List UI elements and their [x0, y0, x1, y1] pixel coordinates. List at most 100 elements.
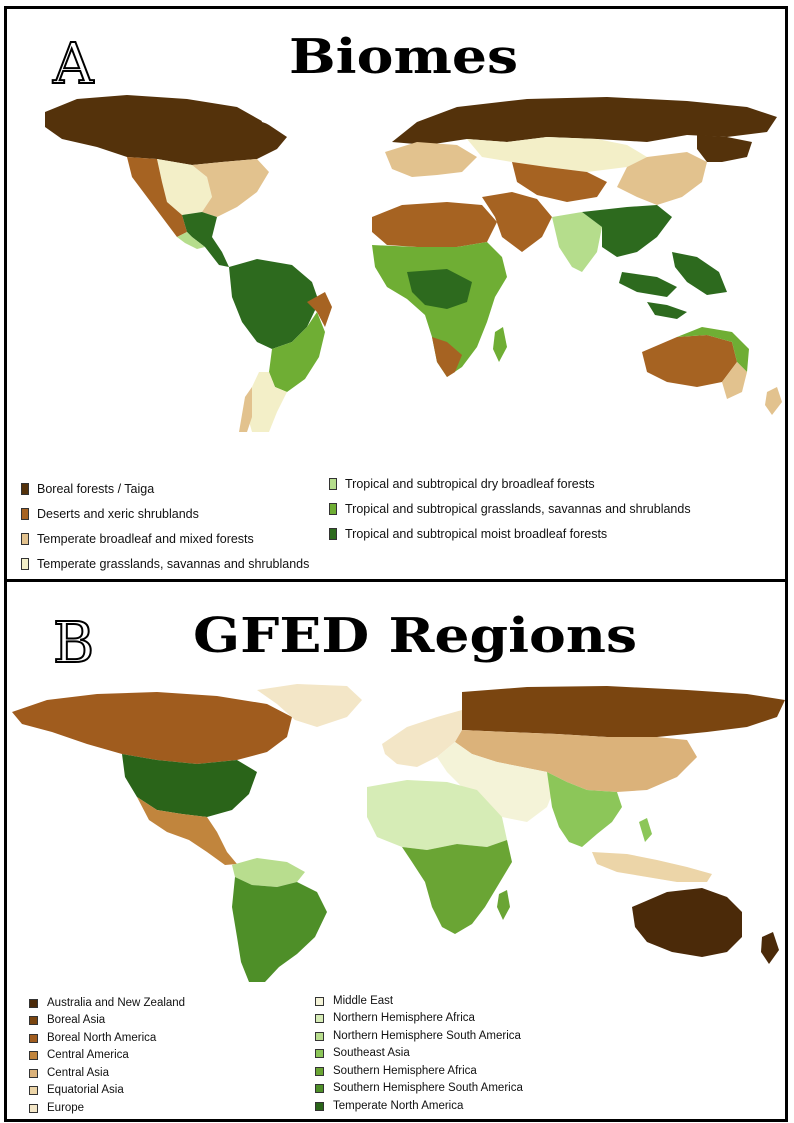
central-america-dry	[177, 232, 205, 249]
africa-moist-forest	[407, 269, 472, 309]
legend-swatch	[315, 996, 324, 1006]
region-nh-south-america	[232, 858, 305, 887]
legend-item-temperate-broadleaf: Temperate broadleaf and mixed forests	[21, 532, 254, 546]
south-america-desert	[307, 292, 332, 327]
legend-label: Australia and New Zealand	[47, 997, 186, 1009]
region-southeast-asia-philippines	[639, 818, 652, 842]
legend-item-central-america: Central America	[29, 1049, 129, 1061]
legend-label: Tropical and subtropical grasslands, sav…	[345, 502, 691, 516]
se-asia-islands-2	[672, 252, 727, 295]
legend-label: Middle East	[333, 995, 394, 1007]
se-asia-islands-3	[647, 302, 687, 319]
legend-label: Southern Hemisphere Africa	[333, 1065, 477, 1077]
north-america-temperate-grassland	[157, 159, 212, 215]
legend-label: Tropical and subtropical dry broadleaf f…	[345, 477, 595, 491]
region-sh-africa	[402, 840, 512, 934]
madagascar	[493, 327, 507, 362]
legend-item-tropical-dry: Tropical and subtropical dry broadleaf f…	[329, 477, 595, 491]
legend-swatch	[21, 483, 29, 495]
legend-swatch	[29, 1085, 38, 1095]
india-dry-forest	[552, 212, 602, 272]
region-sh-africa-madagascar	[497, 890, 510, 920]
north-america-boreal	[45, 95, 287, 165]
panel-biomes: A Biomes	[4, 6, 788, 582]
north-america-temperate-forest	[192, 159, 269, 217]
legend-item-southeast-asia: Southeast Asia	[315, 1047, 410, 1059]
south-america-temperate-forest	[239, 387, 252, 432]
legend-swatch	[329, 528, 337, 540]
south-america-savanna	[269, 312, 325, 392]
legend-swatch	[21, 558, 29, 570]
legend-swatch	[315, 1101, 324, 1111]
legend-item-middle-east: Middle East	[315, 995, 393, 1007]
panel-title-gfed-regions: GFED Regions	[193, 608, 638, 664]
biomes-world-map	[45, 95, 782, 432]
legend-label: Europe	[47, 1102, 85, 1114]
legend-swatch	[29, 998, 38, 1008]
east-asia-boreal	[697, 135, 752, 162]
north-america-desert	[127, 157, 187, 237]
central-america-forest	[182, 212, 229, 267]
legend-item-temperate-north-america: Temperate North America	[315, 1100, 463, 1112]
india-moist	[582, 205, 672, 257]
legend-label: Southern Hemisphere South America	[333, 1082, 523, 1094]
legend-label: Tropical and subtropical moist broadleaf…	[345, 527, 608, 541]
south-america-moist-forest	[229, 259, 319, 349]
asia-desert	[512, 162, 607, 202]
legend-item-nh-south-america: Northern Hemisphere South America	[315, 1030, 521, 1042]
panel-title-biomes: Biomes	[289, 29, 519, 85]
legend-label: Boreal forests / Taiga	[37, 482, 155, 496]
legend-swatch	[21, 508, 29, 520]
legend-item-central-asia: Central Asia	[29, 1067, 109, 1079]
legend-swatch	[29, 1103, 38, 1113]
legend-item-temperate-grasslands: Temperate grasslands, savannas and shrub…	[21, 557, 309, 571]
legend-swatch	[315, 1083, 324, 1093]
panel-letter-a: A	[52, 32, 94, 97]
australia-temperate	[722, 362, 747, 399]
east-asia-temperate-forest	[617, 152, 707, 205]
region-temperate-north-america	[122, 754, 257, 817]
region-australia	[632, 888, 742, 957]
south-america-grassland	[245, 372, 287, 432]
legend-swatch	[29, 1050, 38, 1060]
legend-swatch	[21, 533, 29, 545]
legend-swatch	[29, 1015, 38, 1025]
gfed-regions-world-map	[12, 684, 785, 982]
region-sh-south-america	[232, 877, 327, 982]
legend-label: Central America	[47, 1049, 129, 1061]
legend-item-tropical-moist: Tropical and subtropical moist broadleaf…	[329, 527, 607, 541]
middle-east-desert	[482, 192, 552, 252]
legend-item-nh-africa: Northern Hemisphere Africa	[315, 1012, 475, 1024]
legend-swatch	[329, 478, 337, 490]
legend-swatch	[29, 1068, 38, 1078]
legend-swatch	[315, 1031, 324, 1041]
australia-savanna	[677, 327, 749, 372]
region-europe	[382, 710, 462, 767]
region-middle-east	[437, 742, 555, 822]
region-equatorial-asia	[592, 852, 712, 882]
legend-label: Temperate grasslands, savannas and shrub…	[37, 557, 310, 571]
africa-savanna	[372, 242, 507, 377]
legend-label: Boreal Asia	[47, 1014, 106, 1026]
legend-swatch	[315, 1066, 324, 1076]
se-asia-islands-1	[619, 272, 677, 297]
sahara-desert	[372, 202, 497, 247]
legend-item-boreal-north-america: Boreal North America	[29, 1032, 156, 1044]
region-central-asia	[455, 730, 697, 792]
legend-label: Temperate broadleaf and mixed forests	[37, 532, 254, 546]
greenland-area	[257, 97, 299, 127]
legend-swatch	[315, 1013, 324, 1023]
legend-label: Northern Hemisphere South America	[333, 1030, 521, 1042]
legend-swatch	[29, 1033, 38, 1043]
panel-letter-b: B	[52, 611, 95, 676]
legend-swatch	[329, 503, 337, 515]
legend-item-tropical-grasslands: Tropical and subtropical grasslands, sav…	[329, 502, 691, 516]
legend-label: Equatorial Asia	[47, 1084, 124, 1096]
region-southeast-asia	[547, 772, 622, 847]
europe-temperate-forest	[385, 142, 477, 177]
region-europe-greenland	[257, 684, 362, 727]
asia-grassland	[467, 137, 647, 172]
legend-label: Northern Hemisphere Africa	[333, 1012, 475, 1024]
region-boreal-north-america	[12, 692, 292, 764]
region-central-america	[137, 797, 237, 865]
